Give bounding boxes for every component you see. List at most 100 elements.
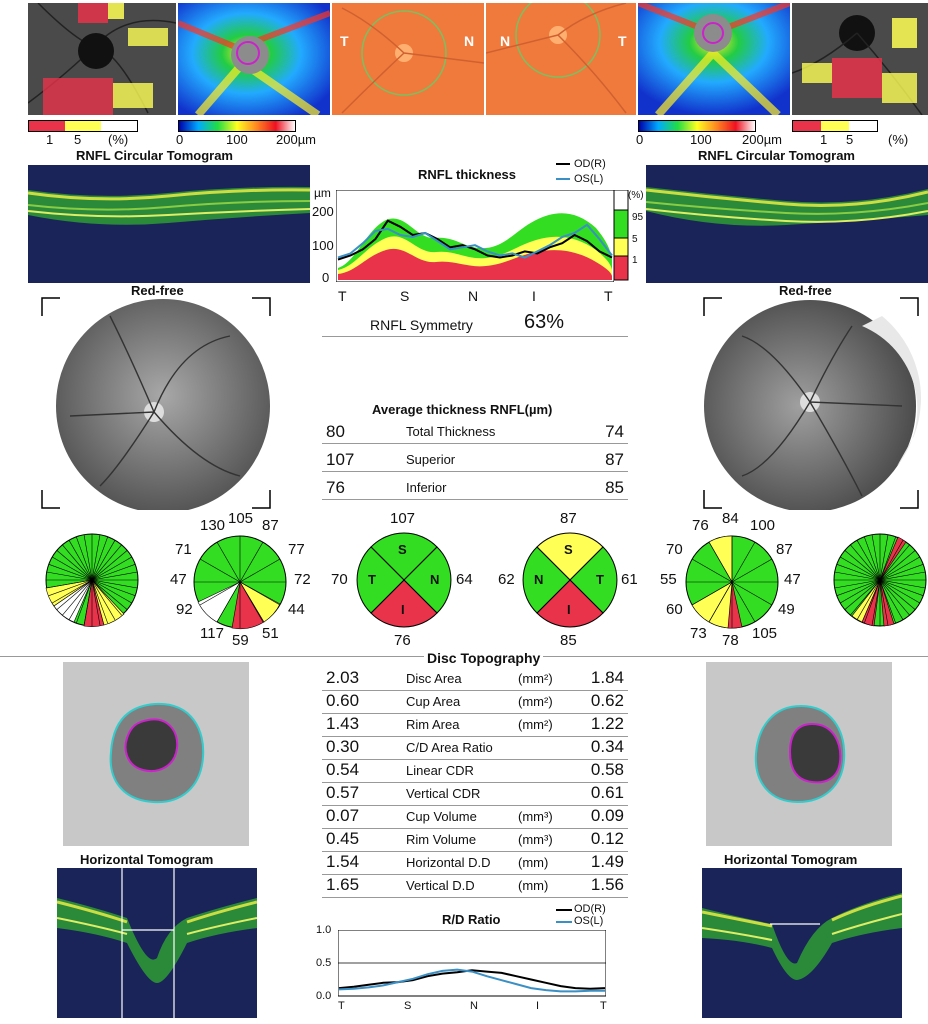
sector-divider	[879, 579, 926, 589]
rd-y-tick-1: 1.0	[316, 924, 332, 936]
sector-divider	[91, 579, 122, 616]
sector-divider	[52, 579, 93, 604]
right-clock-val-47: 47	[784, 571, 801, 588]
vertical-dd-unit: (mm)	[518, 878, 549, 893]
horizontal-dd-left: 1.54	[326, 852, 360, 871]
left-clock-val-130: 130	[200, 517, 226, 534]
disc-row-vertical-dd: 1.65 Vertical D.D (mm) 1.56	[322, 871, 628, 898]
avg-superior-left: 107	[326, 450, 355, 469]
sector-divider	[83, 579, 93, 626]
linear-cdr-right: 0.58	[590, 760, 624, 779]
right-micron-scale	[638, 120, 756, 132]
linear-cdr-label: Linear CDR	[406, 763, 474, 778]
right-clock-val-78: 78	[722, 632, 739, 649]
left-quad-N-value: 64	[456, 571, 473, 588]
right-clock-val-76: 76	[692, 517, 709, 534]
sector-divider	[879, 579, 904, 620]
right-quadrant-chart	[522, 532, 618, 628]
left-clock-chart	[193, 535, 287, 629]
rim-area-left: 1.43	[326, 714, 360, 733]
right-horizontal-tomogram-title: Horizontal Tomogram	[724, 852, 858, 867]
left-quad-N-letter: N	[430, 572, 440, 587]
sector-divider	[834, 571, 881, 581]
rnfl-x-axis: T S N I T	[336, 288, 624, 304]
right-clock-val-84: 84	[722, 510, 739, 527]
rnfl-y-tick-200: 200	[312, 204, 334, 219]
sector-divider	[871, 534, 881, 581]
right-deviation-map-image	[792, 3, 928, 115]
horizontal-dd-label: Horizontal D.D	[406, 855, 491, 870]
disc-row-horizontal-dd: 1.54 Horizontal D.D (mm) 1.49	[322, 848, 628, 875]
right-redfree-photo	[703, 297, 921, 510]
fundus-right-nasal-letter: N	[500, 33, 511, 49]
right-quad-S-letter: S	[564, 542, 573, 557]
sector-divider	[91, 544, 122, 581]
left-quad-S-letter: S	[398, 542, 407, 557]
left-clock-val-71: 71	[175, 541, 192, 558]
cup-volume-left: 0.07	[326, 806, 360, 825]
cup-area-left: 0.60	[326, 691, 360, 710]
vertical-cdr-right: 0.61	[590, 783, 624, 802]
left-quad-T-value: 70	[331, 571, 348, 588]
horizontal-dd-unit: (mm)	[518, 855, 549, 870]
left-clock-val-92: 92	[176, 601, 193, 618]
cup-volume-unit: (mm³)	[518, 809, 553, 824]
rd-ratio-title: R/D Ratio	[442, 912, 501, 927]
rd-y-tick-0: 0.0	[316, 990, 332, 1002]
left-deviation-map	[28, 3, 176, 115]
right-thickness-map	[638, 3, 790, 115]
sector-divider	[850, 544, 881, 581]
cup-area-right: 0.62	[590, 691, 624, 710]
left-clock-val-47: 47	[170, 571, 187, 588]
sector-divider	[56, 579, 93, 610]
disc-row-cd-area-ratio: 0.30 C/D Area Ratio 0.34	[322, 733, 628, 760]
right-fundus-image	[486, 3, 636, 115]
left-scale-tick-1: 1	[46, 132, 54, 147]
sector-divider	[879, 536, 896, 581]
fundus-right-temporal-letter: T	[618, 33, 627, 49]
rd-os-line	[338, 968, 605, 993]
cd-area-ratio-label: C/D Area Ratio	[406, 740, 493, 755]
left-scale-tick-5: 5	[74, 132, 82, 147]
avg-superior-right: 87	[605, 450, 624, 469]
rnfl-symmetry-row: RNFL Symmetry 63%	[322, 310, 628, 337]
sector-divider	[879, 579, 896, 624]
percentile-5: 5	[632, 234, 638, 245]
sector-divider	[91, 579, 138, 589]
sector-divider	[879, 540, 904, 581]
rnfl-symmetry-label: RNFL Symmetry	[370, 317, 473, 333]
right-clock-val-70: 70	[666, 541, 683, 558]
cup-volume-right: 0.09	[590, 806, 624, 825]
percentile-unit: (%)	[628, 190, 644, 201]
vertical-dd-right: 1.56	[590, 875, 624, 894]
sector-divider	[879, 579, 920, 604]
rnfl-y-tick-0: 0	[322, 270, 330, 285]
sector-divider	[91, 579, 108, 624]
sector-divider	[879, 534, 889, 581]
right-clock-chart	[685, 535, 779, 629]
left-deviation-map-image	[28, 3, 176, 115]
left-micron-tick-0: 0	[176, 132, 184, 147]
right-quad-T-letter: T	[596, 572, 604, 587]
right-scale-unit: (%)	[888, 132, 909, 147]
sector-divider	[856, 579, 881, 620]
right-circular-tomogram	[646, 165, 928, 283]
rnfl-x-tick-i: I	[532, 288, 536, 304]
rd-legend-swatches	[556, 909, 572, 923]
right-horizontal-tomogram	[702, 868, 902, 1018]
cup-area-unit: (mm²)	[518, 694, 553, 709]
right-clock-val-73: 73	[690, 625, 707, 642]
sector-divider	[91, 564, 136, 581]
rd-x-axis: T S N I T	[338, 1000, 610, 1014]
avg-inferior-left: 76	[326, 478, 345, 497]
rd-x-tick-n: N	[470, 1000, 478, 1012]
avg-total-left: 80	[326, 422, 345, 441]
rnfl-x-tick-t2: T	[604, 288, 613, 304]
disc-row-linear-cdr: 0.54 Linear CDR 0.58	[322, 756, 628, 783]
sector-divider	[46, 579, 93, 589]
right-micron-tick-200: 200µm	[742, 132, 783, 147]
sector-divider	[879, 550, 916, 581]
left-circular-tomogram-image	[28, 165, 310, 283]
vertical-cdr-label: Vertical CDR	[406, 786, 481, 801]
sector-divider	[91, 534, 101, 581]
